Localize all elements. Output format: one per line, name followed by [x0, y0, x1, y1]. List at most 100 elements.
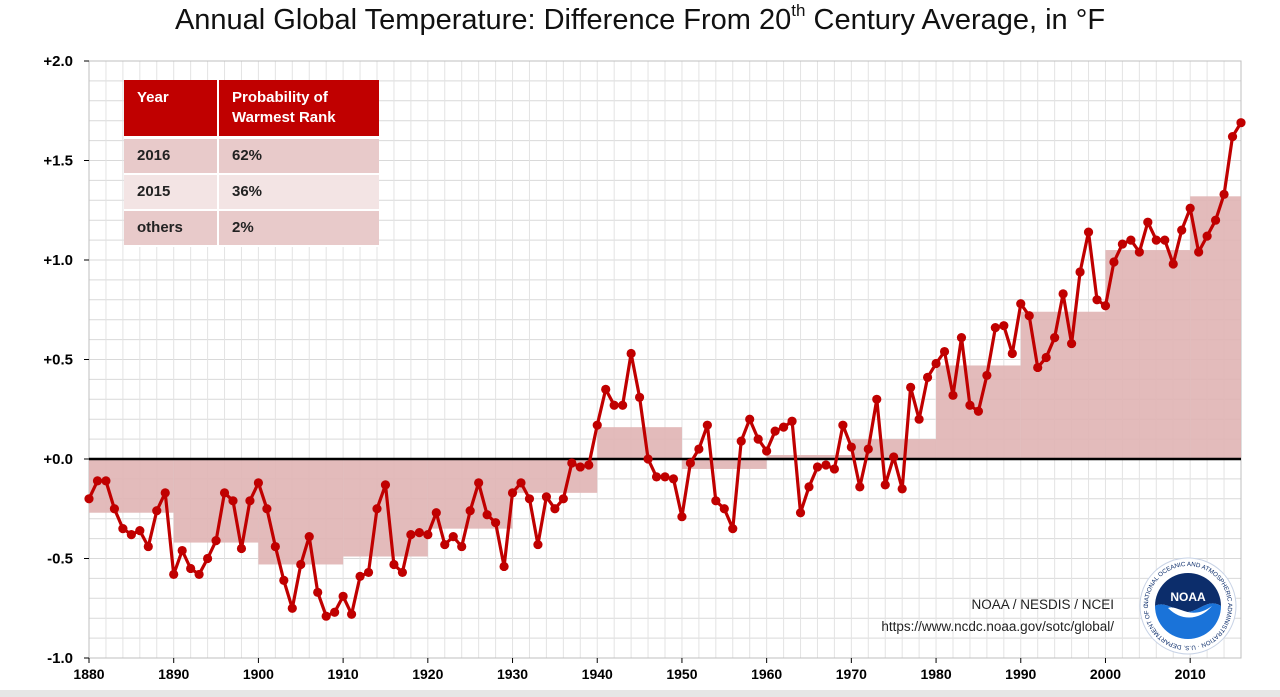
data-point: [533, 539, 543, 550]
data-point: [711, 496, 721, 506]
x-tick-label: 1960: [751, 666, 782, 682]
table-header-year: Year: [124, 80, 219, 139]
table-cell-year: 2016: [124, 139, 219, 175]
decadal-bar: [851, 439, 937, 459]
data-point: [279, 575, 289, 585]
data-point: [931, 358, 941, 369]
data-point: [457, 541, 467, 552]
data-point: [1177, 225, 1187, 235]
table-cell-year: 2015: [124, 175, 219, 211]
table-row: 2016 62%: [124, 139, 379, 175]
data-point: [812, 462, 823, 472]
tick-labels: -1.0 -0.5 +0.0 +0.5 +1.0 +1.5 +2.0 1880 1890 1900…: [43, 53, 1206, 682]
chart-title-suffix: Century Average, in °F: [805, 4, 1106, 36]
data-point: [999, 321, 1009, 331]
data-point: [1160, 235, 1170, 245]
data-point: [795, 508, 806, 518]
data-point: [550, 504, 560, 514]
data-point: [939, 346, 950, 357]
data-point: [719, 504, 729, 514]
data-point: [440, 539, 450, 550]
temperature-points: [84, 118, 1246, 621]
y-tick-label: +0.0: [43, 451, 73, 468]
data-point: [1227, 132, 1238, 142]
decadal-bar: [427, 459, 513, 529]
data-point: [956, 333, 967, 343]
decadal-bar: [1190, 196, 1241, 459]
x-tick-label: 1920: [412, 666, 443, 682]
data-point: [778, 422, 789, 432]
data-point: [770, 426, 780, 436]
data-point: [186, 563, 196, 574]
data-point: [194, 569, 204, 580]
data-point: [736, 436, 746, 446]
data-point: [219, 488, 230, 498]
data-point: [1083, 227, 1094, 237]
data-point: [584, 460, 594, 470]
y-tick-label: +1.0: [43, 252, 73, 269]
table-header-row: Year Probability of Warmest Rank: [124, 80, 379, 139]
data-point: [1092, 295, 1102, 305]
table-header-probability: Probability of Warmest Rank: [219, 80, 379, 139]
data-point: [287, 603, 297, 613]
table-cell-probability: 2%: [219, 211, 379, 247]
data-point: [1033, 362, 1043, 373]
data-point: [1016, 299, 1026, 309]
data-point: [423, 530, 433, 540]
data-point: [660, 472, 670, 482]
data-point: [143, 541, 153, 552]
decadal-bar: [343, 459, 428, 557]
source-credit: NOAA / NESDIS / NCEI https://www.ncdc.no…: [881, 594, 1114, 638]
warmest-rank-probability-table: Year Probability of Warmest Rank 2016 62…: [124, 80, 379, 247]
data-point: [1168, 259, 1178, 269]
data-point: [270, 541, 280, 552]
x-tick-label: 1910: [328, 666, 359, 682]
data-point: [380, 480, 391, 490]
data-point: [787, 416, 797, 426]
y-tick-label: -0.5: [47, 551, 73, 568]
credit-url: https://www.ncdc.noaa.gov/sotc/global/: [881, 619, 1114, 634]
data-point: [863, 444, 873, 454]
data-point: [762, 446, 772, 456]
data-point: [406, 530, 416, 540]
data-point: [1100, 301, 1111, 311]
data-point: [567, 458, 577, 468]
x-tick-label: 1880: [73, 666, 104, 682]
data-point: [618, 400, 628, 410]
data-point: [465, 506, 475, 516]
data-point: [753, 434, 763, 444]
x-tick-label: 1900: [243, 666, 274, 682]
data-point: [973, 406, 984, 416]
x-tick-label: 1890: [158, 666, 189, 682]
bottom-border: [0, 690, 1280, 697]
data-point: [728, 524, 738, 534]
x-tick-label: 1980: [920, 666, 951, 682]
data-point: [1210, 215, 1221, 225]
data-point: [1050, 333, 1060, 343]
data-point: [1194, 247, 1204, 257]
data-point: [821, 460, 831, 470]
data-point: [601, 384, 611, 394]
chart-title-main: Annual Global Temperature: Difference Fr…: [174, 4, 792, 36]
data-point: [685, 458, 696, 468]
data-point: [897, 484, 907, 494]
data-point: [1151, 235, 1161, 245]
table-cell-probability: 36%: [219, 175, 379, 211]
data-point: [101, 476, 111, 486]
data-point: [490, 518, 501, 528]
data-point: [126, 530, 136, 540]
data-point: [169, 569, 179, 580]
data-point: [872, 394, 882, 404]
data-point: [990, 323, 1000, 333]
data-point: [474, 478, 484, 488]
data-point: [634, 392, 645, 402]
data-point: [651, 472, 662, 482]
x-tick-label: 2010: [1175, 666, 1206, 682]
data-point: [558, 494, 568, 504]
data-point: [1024, 311, 1034, 321]
data-point: [982, 370, 992, 381]
data-point: [643, 454, 653, 464]
decadal-bar: [766, 455, 852, 459]
data-point: [389, 559, 399, 570]
